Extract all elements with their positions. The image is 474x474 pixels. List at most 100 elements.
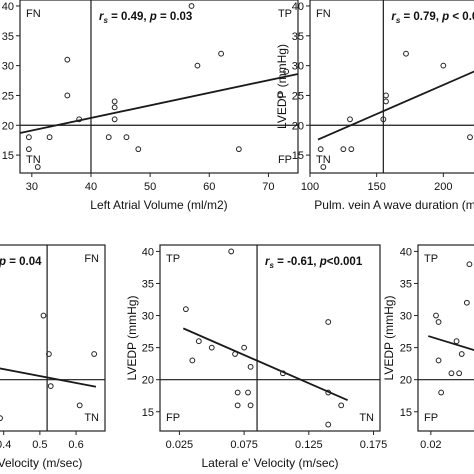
y-tick-label: 15 [2,150,14,162]
y-tick-label: 25 [2,90,14,102]
data-point-6 [64,92,71,99]
regression-line [182,327,349,402]
data-point-19 [283,68,290,75]
x-tick-label: 0.175 [360,439,388,451]
y-tick-label: 15 [142,407,154,419]
data-point-5 [448,370,455,377]
y-tick-label: 20 [400,375,412,387]
y-tick-label: 40 [292,1,304,13]
panel-4: TP FP TN rs = -0.61, p<0.001 0.025 0.075 0.125… [125,244,388,470]
regression-line [428,335,474,351]
quadrant-label: FN [26,8,41,20]
regression-line [19,73,299,134]
data-point-12 [247,363,254,370]
data-point-8 [383,92,389,99]
y-tick-label: 20 [142,375,154,387]
x-axis-label: Velocity (m/sec) [0,456,82,470]
plot-frame [309,0,474,174]
x-tick-label: 0.6 [68,439,83,451]
x-axis-label: Left Atrial Volume (ml/m2) [90,198,227,212]
x-axis-label: Lateral e' Velocity (m/sec) [201,456,338,470]
data-point-7 [76,116,83,123]
data-point-9 [403,50,409,57]
y-tick-label: 40 [2,1,14,13]
data-point-18 [277,92,284,99]
data-point-2 [320,164,327,170]
panel-2: FN TP TN FP rs = 0.79, p < 0.00 100 150 200 15 20… [275,0,474,212]
data-point-13 [135,146,142,153]
data-point-2 [40,312,47,319]
data-point-4 [208,344,215,351]
y-tick-label: 30 [142,311,154,323]
x-axis-label: Pulm. vein A wave duration (ms [314,198,474,212]
data-point-3 [438,389,445,396]
data-point-5 [348,146,355,153]
x-tick-label: 0.025 [166,439,194,451]
data-point-13 [280,370,286,377]
data-point-8 [105,134,112,141]
panel-1: FN TP TN FP rs = 0.49, p = 0.03 30 40 50 60 70 15 2… [2,0,299,212]
stat-annotation: rs = 0.79, p < 0.00 [391,11,474,25]
y-tick-label: 30 [2,61,14,73]
data-point-8 [466,261,473,268]
data-point-6 [232,351,238,357]
y-tick-label: 30 [400,311,412,323]
y-tick-label: 20 [2,120,14,132]
stat-annotation: rs = -0.61, p<0.001 [265,256,363,270]
data-point-5 [91,351,98,357]
stat-text: <0.001 [327,256,363,268]
data-point-1 [25,134,32,141]
y-tick-label: 35 [142,278,154,290]
data-point-3 [46,351,52,357]
data-point-16 [325,421,332,428]
stat-text: p [319,256,327,268]
x-tick-label: 70 [262,181,274,193]
data-point-4 [435,357,442,364]
data-point-6 [76,402,83,409]
data-point-9 [453,338,460,345]
plot-frame [0,244,106,432]
data-point-4 [347,116,353,123]
data-point-2 [435,319,442,325]
x-tick-label: 0.125 [295,439,323,451]
data-point-1 [0,415,3,422]
stat-text: s [103,16,108,25]
quadrant-label: FP [424,412,438,424]
data-point-3 [195,338,202,345]
quadrant-label: TN [316,154,331,166]
data-point-17 [338,402,345,409]
data-point-10 [440,62,447,69]
data-point-17 [235,146,242,153]
data-point-7 [234,389,241,396]
data-point-2 [25,146,32,153]
y-tick-label: 25 [142,343,154,355]
data-point-12 [123,134,130,141]
stat-text: = 0.03 [157,11,193,23]
panel-3: FN TN p = 0.04 0.4 0.5 0.6 Velocity (m/sec) [0,244,106,470]
data-point-10 [245,389,251,396]
data-point-5 [64,56,71,63]
stat-text: = 0.04 [6,256,42,268]
data-point-4 [47,383,54,390]
stat-annotation: rs = 0.49, p = 0.03 [99,11,192,25]
stat-text: r [391,11,396,23]
x-tick-label: 0.02 [420,439,441,451]
x-tick-label: 150 [367,181,385,193]
data-point-1 [317,146,324,153]
data-point-11 [111,116,118,123]
data-point-15 [325,319,332,325]
stat-text: r [99,11,104,23]
data-point-9 [241,344,248,351]
y-tick-label: 35 [292,31,304,43]
stat-text: = -0.61, [274,256,320,268]
y-tick-label: 15 [292,150,304,162]
quadrant-label: FP [166,412,180,424]
stat-text: p [441,11,449,23]
data-point-10 [458,351,465,357]
stat-text: p [0,256,6,268]
y-tick-label: 35 [2,31,14,43]
data-point-1 [182,306,189,313]
stat-text: p [149,11,157,23]
